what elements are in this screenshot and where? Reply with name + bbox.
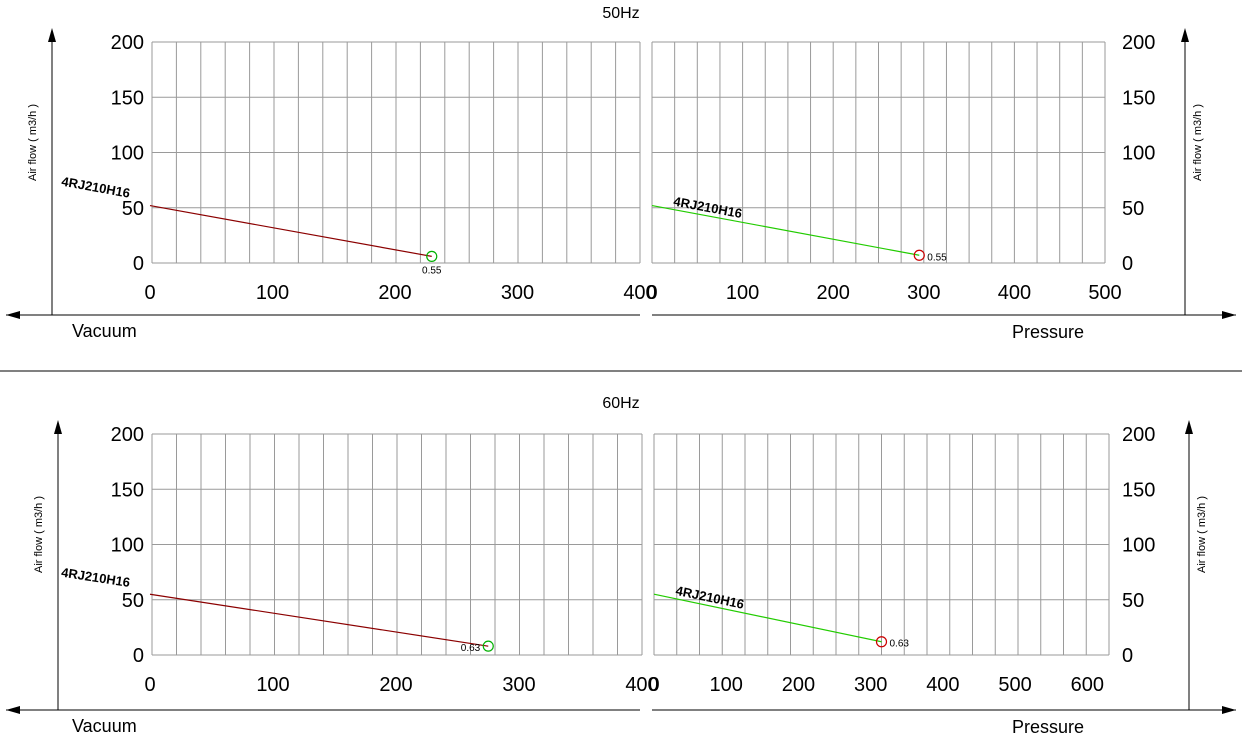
left-y-tick-label: 200: [111, 32, 144, 54]
right-y-tick-label: 200: [1122, 424, 1155, 446]
pressure-axis-arrow: [1222, 706, 1236, 714]
pressure-x-tick-label: 200: [782, 674, 815, 696]
vacuum-x-tick-label: 0: [144, 674, 155, 696]
right-y-tick-label: 0: [1122, 645, 1133, 667]
pressure-axis-label: Pressure: [1012, 717, 1084, 737]
pressure-series-line: [651, 204, 920, 256]
left-y-tick-label: 50: [122, 590, 144, 612]
right-y-tick-label: 50: [1122, 198, 1144, 220]
pressure-end-marker: [875, 636, 888, 648]
pressure-axis-label: Pressure: [1012, 322, 1084, 342]
vacuum-x-tick-label: 200: [378, 282, 411, 304]
vacuum-x-tick-label: 400: [623, 282, 656, 304]
right-y-tick-label: 150: [1122, 479, 1155, 501]
pressure-marker-label: 0.55: [927, 252, 947, 263]
pressure-x-tick-label: 0: [646, 282, 657, 304]
vacuum-axis-label: Vacuum: [72, 716, 137, 736]
right-y-tick-label: 50: [1122, 590, 1144, 612]
vacuum-end-marker: [426, 250, 438, 262]
pressure-marker-label: 0.63: [890, 639, 910, 650]
vacuum-x-tick-label: 100: [256, 282, 289, 304]
left-y-tick-label: 50: [122, 198, 144, 220]
chart-title: 60Hz: [602, 395, 639, 412]
pressure-x-tick-label: 400: [998, 282, 1031, 304]
vacuum-marker-label: 0.63: [461, 643, 481, 654]
pressure-x-tick-label: 400: [926, 674, 959, 696]
pressure-x-tick-label: 200: [817, 282, 850, 304]
left-y-tick-label: 0: [133, 645, 144, 667]
left-y-axis-arrow: [54, 420, 62, 434]
pressure-x-tick-label: 500: [1088, 282, 1121, 304]
left-y-tick-label: 100: [111, 143, 144, 165]
right-y-tick-label: 100: [1122, 143, 1155, 165]
vacuum-x-tick-label: 300: [501, 282, 534, 304]
vacuum-end-marker: [482, 640, 494, 652]
vacuum-axis-arrow: [6, 706, 20, 714]
vacuum-axis-label: Vacuum: [72, 321, 137, 341]
left-y-tick-label: 150: [111, 479, 144, 501]
pressure-x-tick-label: 300: [854, 674, 887, 696]
right-y-axis-label: Air flow ( m3/h ): [1196, 496, 1208, 573]
vacuum-x-tick-label: 100: [256, 674, 289, 696]
right-y-axis-label: Air flow ( m3/h ): [1192, 104, 1204, 181]
left-y-axis-label: Air flow ( m3/h ): [27, 104, 39, 181]
pressure-series-label: 4RJ210H16: [674, 583, 745, 612]
pressure-series-line: [653, 593, 882, 643]
pressure-x-tick-label: 300: [907, 282, 940, 304]
left-y-tick-label: 0: [133, 253, 144, 275]
vacuum-series-label: 4RJ210H16: [60, 565, 131, 590]
pressure-x-tick-label: 500: [998, 674, 1031, 696]
left-y-tick-label: 100: [111, 535, 144, 557]
right-y-tick-label: 200: [1122, 32, 1155, 54]
left-y-axis-arrow: [48, 28, 56, 42]
vacuum-axis-arrow: [6, 311, 20, 319]
chart-title: 50Hz: [602, 5, 639, 22]
vacuum-series-line: [149, 204, 432, 257]
pressure-x-tick-label: 600: [1071, 674, 1104, 696]
right-y-tick-label: 150: [1122, 87, 1155, 109]
pressure-series-label: 4RJ210H16: [672, 194, 743, 221]
right-y-axis-arrow: [1185, 420, 1193, 434]
pressure-end-marker: [913, 249, 925, 261]
right-y-axis-arrow: [1181, 28, 1189, 42]
right-y-tick-label: 0: [1122, 253, 1133, 275]
vacuum-series-line: [149, 593, 489, 647]
right-y-tick-label: 100: [1122, 535, 1155, 557]
vacuum-x-tick-label: 400: [625, 674, 658, 696]
vacuum-x-tick-label: 300: [502, 674, 535, 696]
vacuum-marker-label: 0.55: [422, 265, 442, 276]
left-y-tick-label: 150: [111, 87, 144, 109]
pressure-axis-arrow: [1222, 311, 1236, 319]
vacuum-x-tick-label: 200: [379, 674, 412, 696]
pressure-x-tick-label: 100: [726, 282, 759, 304]
left-y-axis-label: Air flow ( m3/h ): [33, 496, 45, 573]
left-y-tick-label: 200: [111, 424, 144, 446]
pressure-x-tick-label: 0: [648, 674, 659, 696]
vacuum-x-tick-label: 0: [144, 282, 155, 304]
pressure-x-tick-label: 100: [710, 674, 743, 696]
vacuum-series-label: 4RJ210H16: [60, 174, 131, 201]
